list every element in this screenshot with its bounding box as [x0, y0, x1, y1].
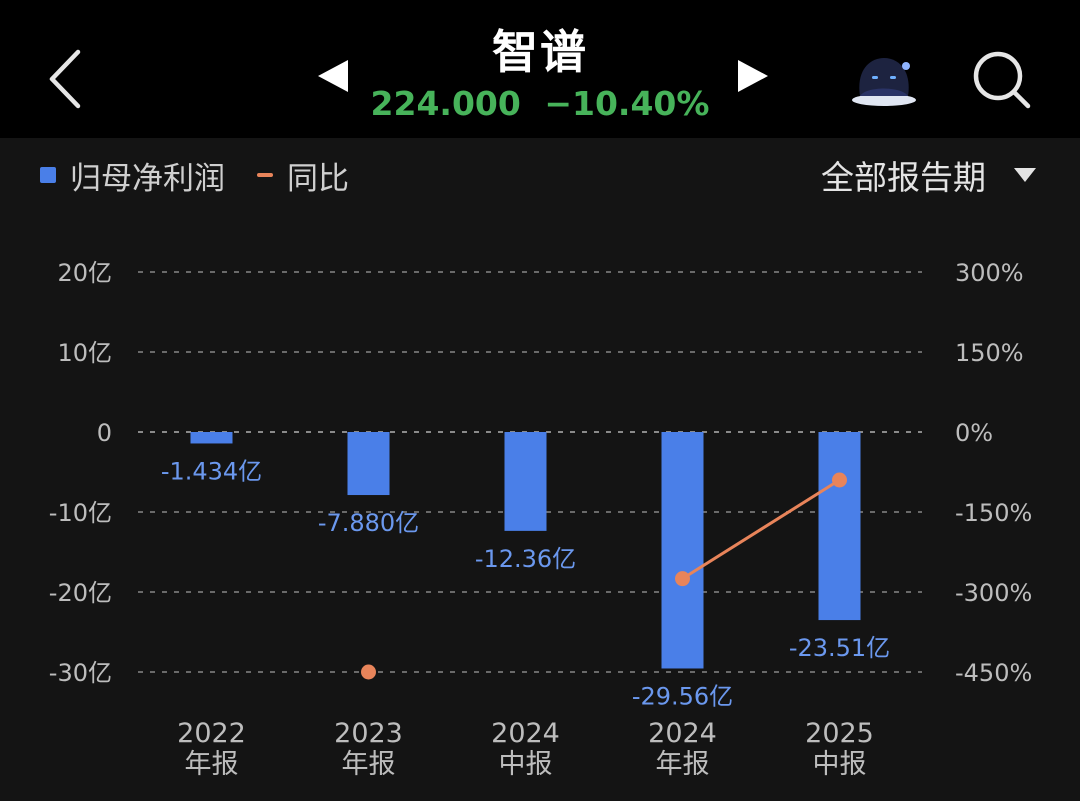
legend-swatch-line — [257, 173, 273, 177]
left-axis-tick-label: -20亿 — [49, 579, 112, 607]
report-period-dropdown[interactable]: 全部报告期 — [821, 150, 1036, 200]
bar — [347, 432, 390, 496]
caret-down-icon — [1014, 168, 1036, 182]
legend-item-yoy[interactable]: 同比 — [257, 153, 349, 198]
avatar-icon[interactable] — [846, 50, 922, 110]
legend-item-profit[interactable]: 归母净利润 — [40, 153, 225, 198]
x-tick-year: 2024 — [491, 718, 560, 749]
left-axis-tick-label: -10亿 — [49, 499, 112, 527]
bar — [818, 432, 861, 621]
x-tick-period: 年报 — [185, 749, 239, 780]
x-tick-period: 年报 — [342, 749, 396, 780]
stock-name: 智谱 — [492, 25, 588, 79]
bar — [504, 432, 547, 531]
triangle-left-icon[interactable] — [312, 56, 354, 96]
right-axis-tick-label: 0% — [955, 419, 993, 447]
x-tick-period: 中报 — [499, 749, 553, 780]
legend-swatch-bar — [40, 167, 56, 183]
chart-legend: 归母净利润 同比 — [40, 150, 381, 200]
x-tick-year: 2024 — [648, 718, 717, 749]
bar-data-label: -29.56亿 — [632, 682, 733, 710]
x-tick-year: 2023 — [334, 718, 403, 749]
bar-data-label: -23.51亿 — [789, 634, 890, 662]
stock-price: 224.000 — [370, 84, 521, 123]
bar-data-label: -1.434亿 — [161, 457, 262, 485]
left-axis-tick-label: -30亿 — [49, 659, 112, 687]
app-header: 智谱 224.000 −10.40% — [0, 0, 1080, 138]
stock-change: −10.40% — [544, 84, 710, 123]
bar — [661, 432, 704, 669]
triangle-right-icon[interactable] — [732, 56, 774, 96]
right-axis-tick-label: -150% — [955, 499, 1032, 527]
right-axis-tick-label: 150% — [955, 339, 1024, 367]
x-tick-year: 2025 — [805, 718, 874, 749]
x-tick-period: 年报 — [656, 749, 710, 780]
right-axis-tick-label: -450% — [955, 659, 1032, 687]
x-tick-period: 中报 — [813, 749, 867, 780]
bar-data-label: -7.880亿 — [318, 509, 419, 537]
yoy-point — [832, 472, 847, 488]
legend-label-yoy: 同比 — [287, 160, 349, 197]
left-axis-tick-label: 0 — [97, 419, 112, 447]
report-period-label: 全部报告期 — [821, 158, 986, 197]
left-axis-tick-label: 10亿 — [57, 339, 112, 367]
x-tick-year: 2022 — [177, 718, 246, 749]
yoy-line-segment — [681, 478, 841, 580]
right-axis-tick-label: 300% — [955, 259, 1024, 287]
stock-quote: 224.000 −10.40% — [340, 84, 740, 123]
bar — [190, 432, 233, 444]
left-axis-tick-label: 20亿 — [57, 259, 112, 287]
yoy-point — [675, 571, 690, 587]
search-icon[interactable] — [970, 48, 1034, 112]
chevron-left-icon[interactable] — [40, 46, 90, 112]
yoy-point — [361, 664, 376, 680]
legend-label-profit: 归母净利润 — [70, 160, 225, 197]
right-axis-tick-label: -300% — [955, 579, 1032, 607]
bar-data-label: -12.36亿 — [475, 545, 576, 573]
